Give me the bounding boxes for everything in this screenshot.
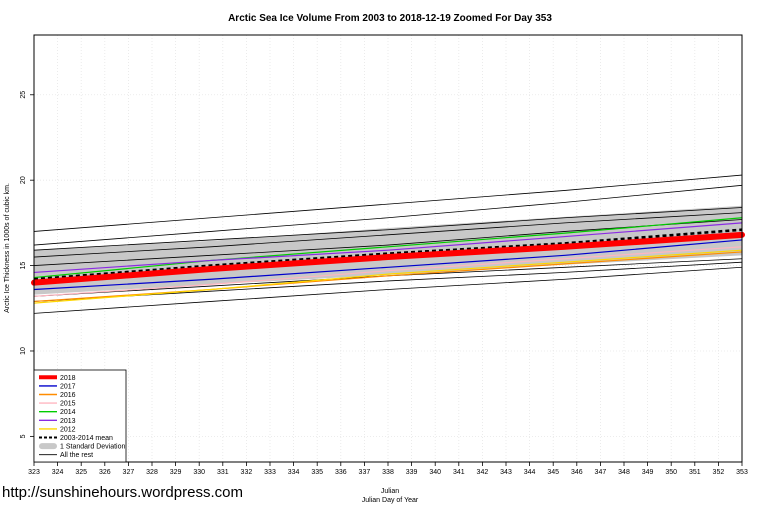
legend-label: All the rest xyxy=(60,452,93,459)
x-tick-label: 353 xyxy=(736,469,748,476)
x-tick-label: 327 xyxy=(123,469,135,476)
x-tick-label: 346 xyxy=(571,469,583,476)
x-tick-label: 334 xyxy=(288,469,300,476)
x-tick-label: 341 xyxy=(453,469,465,476)
legend-label: 2012 xyxy=(60,426,76,433)
x-tick-label: 332 xyxy=(241,469,253,476)
x-tick-label: 330 xyxy=(193,469,205,476)
x-tick-label: 343 xyxy=(500,469,512,476)
x-tick-label: 338 xyxy=(382,469,394,476)
watermark-url: http://sunshinehours.wordpress.com xyxy=(2,484,243,501)
x-tick-label: 328 xyxy=(146,469,158,476)
series-line-all-the-rest xyxy=(33,207,743,251)
legend-label: 2003-2014 mean xyxy=(60,435,113,442)
y-axis: 5 10 15 20 25 xyxy=(20,91,34,438)
x-tick-label: 351 xyxy=(689,469,701,476)
x-axis: 323 324 325 326 327 328 329 330 331 332 333 334 335 3… xyxy=(28,462,748,476)
y-tick-label: 15 xyxy=(20,262,27,270)
series-line-all-the-rest xyxy=(33,266,743,314)
series-layer xyxy=(31,174,745,314)
chart-title: Arctic Sea Ice Volume From 2003 to 2018-… xyxy=(228,13,552,24)
x-tick-label: 342 xyxy=(477,469,489,476)
x-tick-label: 331 xyxy=(217,469,229,476)
legend-label: 1 Standard Deviation xyxy=(60,444,125,451)
x-tick-label: 347 xyxy=(595,469,607,476)
legend-label: 2017 xyxy=(60,383,76,390)
x-tick-label: 345 xyxy=(547,469,559,476)
x-tick-label: 335 xyxy=(311,469,323,476)
x-tick-label: 325 xyxy=(75,469,87,476)
legend-label: 2014 xyxy=(60,409,76,416)
x-tick-label: 344 xyxy=(524,469,536,476)
series-line-2013 xyxy=(33,222,743,274)
series-line-2012 xyxy=(33,249,743,304)
series-line-2015 xyxy=(33,246,743,297)
x-tick-label: 350 xyxy=(665,469,677,476)
x-tick-label: 339 xyxy=(406,469,418,476)
series-line-all-the-rest xyxy=(33,184,743,246)
x-tick-label: 324 xyxy=(52,469,64,476)
x-tick-label: 336 xyxy=(335,469,347,476)
legend-label: 2016 xyxy=(60,392,76,399)
legend-swatch xyxy=(39,443,57,450)
x-tick-label: 333 xyxy=(264,469,276,476)
series-line-all-the-rest xyxy=(33,174,743,232)
legend-label: 2013 xyxy=(60,418,76,425)
x-tick-label: 323 xyxy=(28,469,40,476)
x-axis-label: Julian xyxy=(381,488,399,495)
x-tick-label: 352 xyxy=(713,469,725,476)
series-line-2003-2014-mean xyxy=(33,228,743,281)
series-line-2014 xyxy=(33,217,743,279)
x-tick-label: 329 xyxy=(170,469,182,476)
y-tick-label: 25 xyxy=(20,91,27,99)
y-axis-label: Arctic Ice Thickness in 1000s of cubic k… xyxy=(4,183,11,313)
series-line-all-the-rest xyxy=(33,212,743,258)
series-line-2017 xyxy=(33,239,743,291)
series-line-2018 xyxy=(31,231,745,286)
x-tick-label: 340 xyxy=(429,469,441,476)
y-tick-label: 10 xyxy=(20,347,27,355)
legend-label: 2018 xyxy=(60,375,76,382)
x-axis-sublabel: Julian Day of Year xyxy=(362,497,419,504)
x-tick-label: 348 xyxy=(618,469,630,476)
x-tick-label: 326 xyxy=(99,469,111,476)
x-tick-label: 337 xyxy=(359,469,371,476)
y-tick-label: 20 xyxy=(20,176,27,184)
x-tick-label: 349 xyxy=(642,469,654,476)
legend-label: 2015 xyxy=(60,401,76,408)
y-tick-label: 5 xyxy=(20,434,27,438)
